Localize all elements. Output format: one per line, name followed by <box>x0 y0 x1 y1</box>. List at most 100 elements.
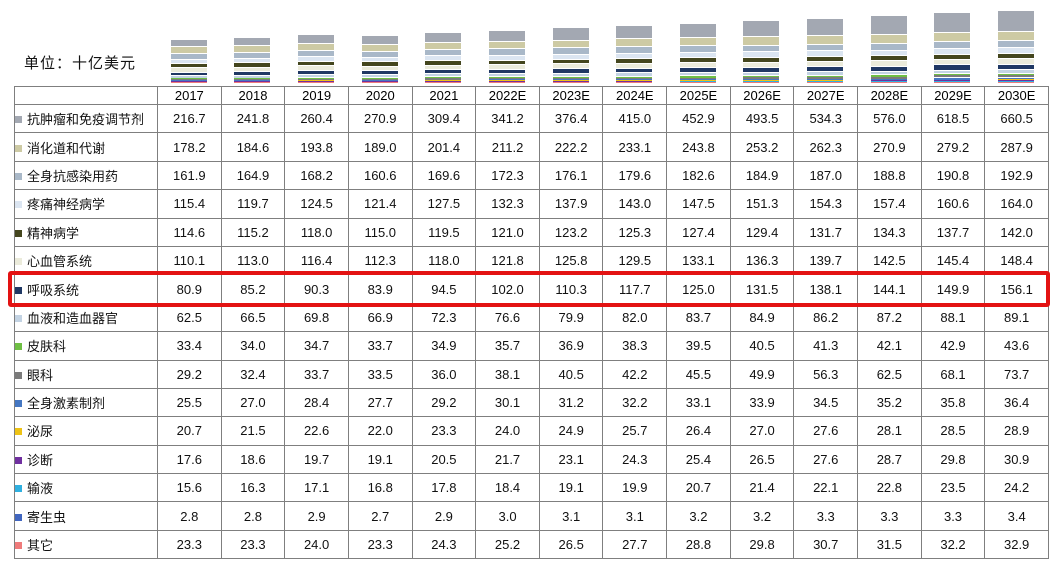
value-cell: 133.1 <box>666 245 731 276</box>
bar-segment <box>743 52 780 57</box>
value-cell: 83.9 <box>347 274 413 304</box>
bar-segment <box>934 80 971 82</box>
bar-segment <box>298 80 335 82</box>
value-cell: 34.5 <box>793 387 859 418</box>
value-cell: 164.9 <box>220 160 286 191</box>
category-name: 疼痛神经病学 <box>27 197 106 213</box>
value-cell: 110.3 <box>538 274 604 304</box>
bar-segment <box>298 51 335 57</box>
bar-segment <box>488 81 525 83</box>
bar-segment <box>234 80 271 82</box>
bar-segment <box>679 58 716 63</box>
value-cell: 23.3 <box>220 529 286 560</box>
value-cell: 32.2 <box>920 529 986 560</box>
bar-segment <box>870 61 907 66</box>
value-cell: 2.7 <box>347 501 413 531</box>
bar-segment <box>807 80 844 82</box>
category-name: 精神病学 <box>27 225 80 241</box>
value-cell: 262.3 <box>793 132 859 162</box>
bar-segment <box>807 44 844 51</box>
value-cell: 21.7 <box>475 444 540 475</box>
table-row: 抗肿瘤和免疫调节剂 216.7 241.8 260.4 270.9 309.4 341.2 3… <box>14 103 1049 134</box>
value-cell: 34.9 <box>411 331 477 361</box>
bar-segment <box>616 76 653 78</box>
bar-segment <box>298 82 335 83</box>
bar-segment <box>170 47 207 53</box>
value-cell: 41.3 <box>793 331 859 361</box>
value-cell: 192.9 <box>984 160 1049 191</box>
bar-segment <box>616 80 653 81</box>
bar-segment <box>425 78 462 80</box>
year-header-cell: 2018 <box>220 86 286 105</box>
bar-segment <box>807 67 844 72</box>
bar-segment <box>170 53 207 59</box>
value-cell: 23.1 <box>538 444 604 475</box>
bar-segment <box>361 45 398 51</box>
bar-segment <box>425 82 462 83</box>
bar-segment <box>743 77 780 79</box>
value-cell: 139.7 <box>793 245 859 276</box>
table-row: 心血管系统 110.1 113.0 116.4 112.3 118.0 121.8 125.8… <box>14 245 1049 276</box>
value-cell: 241.8 <box>220 103 286 134</box>
bar-segment <box>997 80 1034 82</box>
bar-segment <box>552 82 589 83</box>
category-label-cell: 输液 <box>14 473 158 503</box>
value-cell: 18.4 <box>475 473 540 503</box>
bar-segment <box>934 74 971 76</box>
value-cell: 3.2 <box>666 501 731 531</box>
bar-segment <box>298 44 335 51</box>
bar-segment <box>997 53 1034 59</box>
bar-segment <box>170 79 207 80</box>
value-cell: 21.4 <box>729 473 795 503</box>
bar-segment <box>679 78 716 80</box>
category-label-cell: 心血管系统 <box>14 245 158 276</box>
value-cell: 23.3 <box>347 529 413 560</box>
bar-segment <box>170 68 207 72</box>
bar-segment <box>170 63 207 68</box>
bar-segment <box>679 77 716 79</box>
value-cell: 125.8 <box>538 245 604 276</box>
bar-segment <box>298 57 335 61</box>
value-cell: 151.3 <box>729 189 795 219</box>
value-cell: 147.5 <box>666 189 731 219</box>
value-cell: 576.0 <box>857 103 922 134</box>
value-cell: 33.1 <box>666 387 731 418</box>
value-cell: 87.2 <box>857 302 922 333</box>
value-cell: 119.7 <box>220 189 286 219</box>
bar-segment <box>870 50 907 56</box>
value-cell: 2.8 <box>157 501 222 531</box>
value-cell: 35.7 <box>475 331 540 361</box>
value-cell: 62.5 <box>857 359 922 389</box>
bar-segment <box>616 53 653 59</box>
bar-segment <box>234 38 271 46</box>
value-cell: 30.1 <box>475 387 540 418</box>
bar-segment <box>361 51 398 57</box>
value-cell: 43.6 <box>984 331 1049 361</box>
bar-segment <box>234 67 271 72</box>
value-cell: 89.1 <box>984 302 1049 333</box>
bar-segment <box>552 64 589 69</box>
bar-segment <box>488 73 525 77</box>
bar-segment <box>425 61 462 65</box>
value-cell: 33.7 <box>347 331 413 361</box>
bar-segment <box>616 39 653 47</box>
value-cell: 26.4 <box>666 416 731 446</box>
stacked-bar <box>934 13 971 83</box>
bar-segment <box>170 80 207 82</box>
bar-segment <box>870 82 907 83</box>
bar-segment <box>552 73 589 76</box>
bar-segment <box>552 80 589 81</box>
bar-segment <box>234 77 271 79</box>
value-cell: 23.5 <box>920 473 986 503</box>
value-cell: 127.4 <box>666 217 731 247</box>
value-cell: 189.0 <box>347 132 413 162</box>
value-cell: 121.4 <box>347 189 413 219</box>
value-cell: 25.5 <box>157 387 222 418</box>
value-cell: 279.2 <box>920 132 986 162</box>
category-label-cell: 眼科 <box>14 359 158 389</box>
value-cell: 184.6 <box>220 132 286 162</box>
bar-segment <box>361 80 398 82</box>
bar-segment <box>997 75 1034 78</box>
bar-segment <box>934 78 971 80</box>
bar-segment <box>616 47 653 53</box>
